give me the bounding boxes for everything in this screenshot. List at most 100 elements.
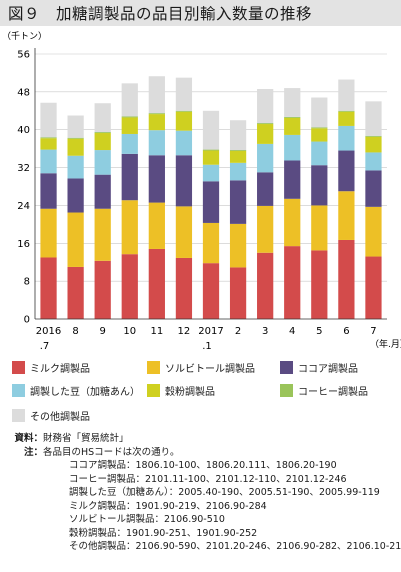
source-text: 財務省「貿易統計」 <box>43 433 129 444</box>
bar-segment <box>94 150 111 175</box>
bar-segment <box>365 256 382 319</box>
hs-code-values: ：1901.90-219、2106.90-284 <box>126 500 267 512</box>
bar-segment <box>148 155 165 203</box>
bar-segment <box>94 208 111 261</box>
bar-segment <box>148 113 165 115</box>
source-key: 資料： <box>14 433 43 444</box>
bar-segment <box>67 115 84 138</box>
bar-segment <box>257 252 274 319</box>
x-tick-label: 12 <box>178 326 191 337</box>
legend-label: 調製した豆（加糖あん） <box>30 387 140 398</box>
figure-title: 図９ 加糖調製品の品目別輸入数量の推移 <box>8 5 313 23</box>
legend-swatch <box>147 361 160 374</box>
bar-segment <box>311 205 328 251</box>
x-tick-label: 11 <box>150 326 163 337</box>
legend-label: ソルビトール調製品 <box>165 364 255 375</box>
legend-item: ココア調製品 <box>280 360 358 375</box>
bar-segment <box>121 153 138 201</box>
legend-swatch <box>12 361 25 374</box>
bar-segment <box>175 130 193 156</box>
x-tick-label: 10 <box>123 326 136 337</box>
legend-item: ソルビトール調製品 <box>147 360 255 375</box>
bar-segment <box>202 110 220 150</box>
hs-code-item-name: その他調製品 <box>69 541 127 552</box>
hs-code-values: ：2106.90-590、2101.20-246、2106.90-282、210… <box>126 541 401 552</box>
note-text: 各品目のHSコードは次の通り。 <box>43 446 180 458</box>
bar-segment <box>121 117 138 134</box>
bar-segment <box>175 206 193 258</box>
bar-segment <box>148 248 165 319</box>
bar-segment <box>121 116 138 118</box>
y-tick-label: 40 <box>17 125 30 136</box>
bar-segment <box>40 138 57 150</box>
bar-segment <box>257 89 274 124</box>
bar-segment <box>338 191 355 240</box>
bar-segment <box>175 77 193 111</box>
legend-label: その他調製品 <box>30 412 90 423</box>
bar-segment <box>365 170 382 207</box>
bar-segment <box>94 132 111 134</box>
bar-segment <box>257 172 274 206</box>
hs-code-values: ：1806.10-100、1806.20.111、1806.20-190 <box>126 460 337 471</box>
bar-segment <box>311 250 328 319</box>
legend-swatch <box>280 384 293 397</box>
bar-segment <box>311 141 328 166</box>
bar-segment <box>229 120 247 151</box>
bar-segment <box>40 137 57 139</box>
bar-segment <box>175 155 193 207</box>
bar-segment <box>67 155 84 179</box>
x-tick-label: .1 <box>202 341 212 352</box>
hs-code-item-name: コーヒー調製品 <box>69 473 136 485</box>
legend-swatch <box>147 384 160 397</box>
bar-segment <box>67 178 84 213</box>
bar-segment <box>365 135 382 137</box>
x-tick-label: 3 <box>262 326 268 337</box>
notes: 資料：財務省「貿易統計」 注：各品目のHSコードは次の通り。 ココア調製品：18… <box>5 432 401 554</box>
bar-segment <box>67 137 84 139</box>
bar-segment <box>257 124 274 144</box>
x-tick-label: 2 <box>235 326 241 337</box>
bar-segment <box>284 117 301 135</box>
x-tick-label: 5 <box>316 326 322 337</box>
legend-item: 穀粉調製品 <box>147 383 215 398</box>
hs-code-item-name: ミルク調製品 <box>69 500 127 512</box>
source-row: 資料：財務省「貿易統計」 <box>5 432 397 446</box>
bar-segment <box>365 136 382 153</box>
bar-segment <box>338 79 355 111</box>
note-row: 注：各品目のHSコードは次の通り。 <box>5 446 397 460</box>
y-tick-label: 8 <box>24 277 30 288</box>
legend-item: コーヒー調製品 <box>280 383 368 398</box>
bar-segment <box>67 266 84 319</box>
hs-code-item-name: ココア調製品 <box>69 460 127 471</box>
legend-label: 穀粉調製品 <box>165 387 215 398</box>
x-tick-label: 2016 <box>36 326 61 337</box>
bar-segment <box>94 133 111 151</box>
bar-segment <box>148 202 165 249</box>
bar-segment <box>40 208 57 258</box>
legend-item: その他調製品 <box>12 408 90 423</box>
bar-segment <box>202 149 220 151</box>
bar-segment <box>311 165 328 206</box>
bar-segment <box>40 257 57 319</box>
bar-segment <box>365 206 382 257</box>
y-tick-label: 0 <box>24 315 30 326</box>
bar-segment <box>284 160 301 199</box>
bar-segment <box>229 162 247 181</box>
hs-code-values: ：1901.90-251、1901.90-252 <box>116 527 258 539</box>
y-tick-label: 24 <box>17 201 30 212</box>
legend-label: コーヒー調製品 <box>298 387 368 398</box>
bar-segment <box>202 181 220 223</box>
bar-segment <box>229 223 247 268</box>
legend-swatch <box>12 384 25 397</box>
bar-segment <box>121 254 138 319</box>
bar-segment <box>40 102 57 138</box>
bar-segment <box>94 103 111 133</box>
bar-segment <box>229 180 247 224</box>
bar-segment <box>175 110 193 112</box>
bar-segment <box>94 174 111 209</box>
hs-code-row: 穀粉調製品：1901.90-251、1901.90-252 <box>5 527 397 541</box>
y-tick-label: 48 <box>17 87 30 98</box>
bar-segment <box>175 111 193 131</box>
hs-code-item-name: ソルビトール調製品 <box>69 514 155 525</box>
